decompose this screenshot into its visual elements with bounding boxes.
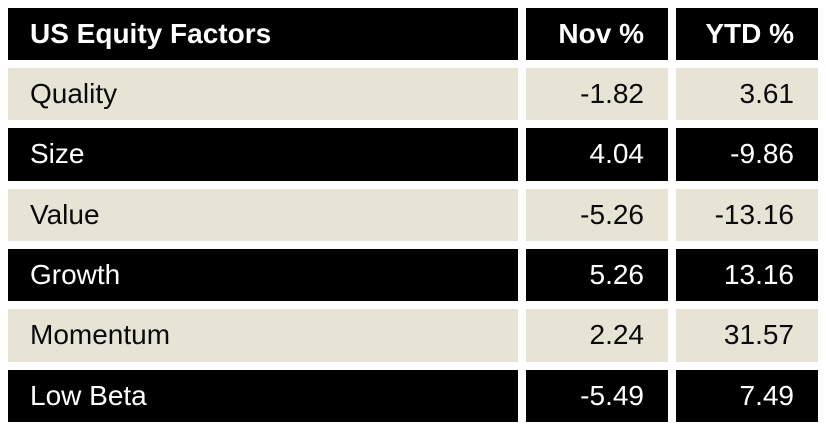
nov-value-cell: -5.49	[526, 369, 668, 422]
table-row-growth: Growth 5.26 13.16	[8, 248, 818, 302]
factor-cell: Quality	[8, 68, 518, 121]
ytd-value-cell: 31.57	[676, 309, 818, 362]
table-row-quality: Quality -1.82 3.61	[8, 68, 818, 121]
nov-value-cell: 2.24	[526, 309, 668, 362]
table-row-size: Size 4.04 -9.86	[8, 128, 818, 181]
nov-value-cell: 5.26	[526, 248, 668, 302]
ytd-value-cell: 3.61	[676, 68, 818, 121]
ytd-value-cell: -9.86	[676, 128, 818, 181]
column-header-nov: Nov %	[526, 8, 668, 60]
factor-cell: Low Beta	[8, 369, 518, 422]
nov-value-cell: -5.26	[526, 188, 668, 241]
ytd-value-cell: 7.49	[676, 369, 818, 422]
column-header-ytd: YTD %	[676, 8, 818, 60]
factor-cell: Size	[8, 128, 518, 181]
table-row-low-beta: Low Beta -5.49 7.49	[8, 369, 818, 422]
table-header: US Equity Factors Nov % YTD %	[8, 8, 818, 60]
factor-cell: Value	[8, 188, 518, 241]
table-row-momentum: Momentum 2.24 31.57	[8, 309, 818, 362]
nov-value-cell: 4.04	[526, 128, 668, 181]
factor-cell: Momentum	[8, 309, 518, 362]
header-row: US Equity Factors Nov % YTD %	[8, 8, 818, 60]
factor-cell: Growth	[8, 248, 518, 302]
ytd-value-cell: 13.16	[676, 248, 818, 302]
column-header-factor: US Equity Factors	[8, 8, 518, 60]
table-row-value: Value -5.26 -13.16	[8, 188, 818, 241]
ytd-value-cell: -13.16	[676, 188, 818, 241]
table-body: Quality -1.82 3.61 Size 4.04 -9.86 Value…	[8, 68, 818, 422]
nov-value-cell: -1.82	[526, 68, 668, 121]
